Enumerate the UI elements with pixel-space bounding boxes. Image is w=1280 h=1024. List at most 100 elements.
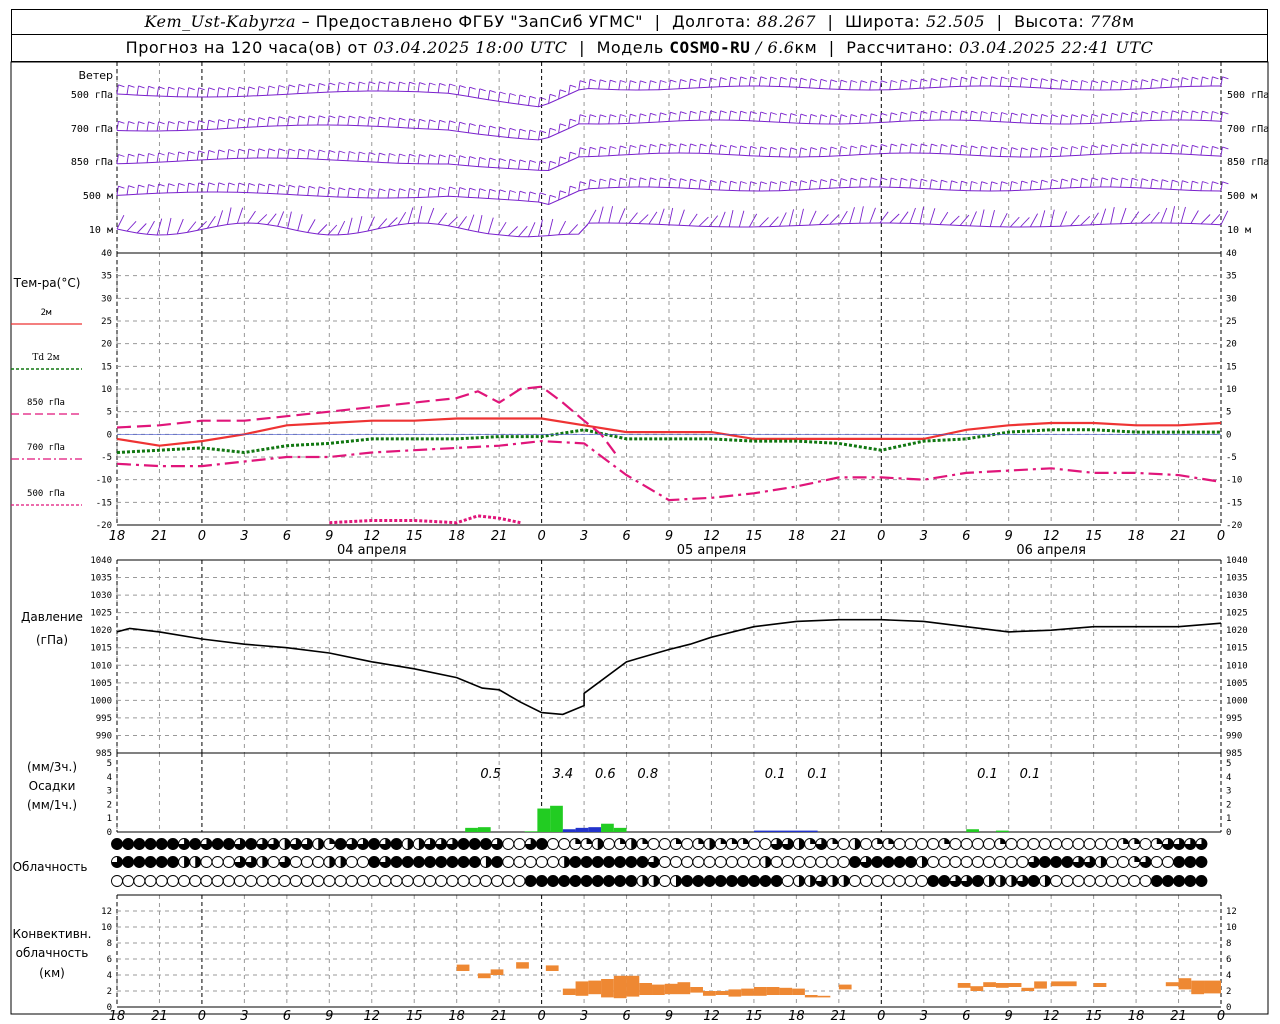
temp-ytick-left: -5 [101, 453, 112, 463]
wind-barb-feather [871, 177, 878, 181]
wind-barb-feather [871, 113, 878, 117]
wind-barb [146, 220, 155, 235]
wind-barb [156, 121, 160, 132]
wind-level-label: 500 м [83, 191, 113, 202]
cloud-cover-circle [580, 875, 593, 887]
wind-barb [748, 181, 752, 191]
cloud-cover-cell [670, 856, 682, 868]
wind-barb-feather [1182, 110, 1189, 114]
wind-barb [939, 110, 942, 121]
wind-barb [799, 114, 802, 124]
wind-barb-feather [850, 114, 858, 118]
wind-barb-feather [208, 119, 215, 123]
cloud-cover-cell [681, 838, 694, 850]
wind-barb [467, 214, 475, 231]
cloud-cover-cell [345, 838, 358, 850]
wind-barb-feather [579, 147, 587, 151]
wind-barb-feather [971, 110, 978, 114]
wind-barb-feather [419, 187, 426, 191]
wind-barb [758, 111, 762, 122]
pres-ytick-left: 990 [96, 731, 112, 741]
cloud-cover-cell [468, 838, 481, 850]
cloud-cover-cell [424, 856, 436, 868]
cloud-cover-circle [513, 856, 526, 868]
cloud-cover-cell [1128, 838, 1141, 850]
wind-barb [267, 117, 270, 127]
wind-barb-feather [539, 160, 547, 164]
wind-barb [1039, 78, 1043, 88]
cloud-cover-cell [301, 875, 314, 887]
time-label: 12 [703, 529, 720, 544]
cloud-cover-cell [882, 856, 895, 868]
cloud-cover-cell [211, 875, 224, 887]
wind-barb [839, 114, 842, 125]
wind-barb [1090, 114, 1093, 124]
convective-bar [1034, 981, 1047, 989]
conv-ytick-right: 2 [1226, 987, 1231, 997]
wind-barb-feather [1071, 146, 1079, 149]
wind-barb [407, 154, 410, 164]
precip-bar [537, 808, 551, 832]
wind-barb-feather [399, 117, 406, 121]
cloud-cover-circle [971, 875, 984, 887]
cloud-cover-circle [692, 856, 705, 868]
wind-barb [568, 186, 571, 196]
cloud-cover-cell [748, 838, 761, 850]
convective-bar [838, 984, 852, 990]
wind-barb [979, 111, 983, 121]
cloud-cover-cell [681, 856, 694, 868]
cloud-cover-fill [921, 856, 928, 868]
cloud-cover-circle [1117, 856, 1130, 868]
wind-barb [869, 144, 872, 155]
wind-barb [638, 214, 649, 224]
precip-amount-label: 0.1 [1020, 767, 1041, 782]
conv-title: Конвективн. [13, 927, 92, 941]
wind-barb [1130, 112, 1133, 122]
cloud-cover-circle [602, 856, 615, 868]
cloud-cover-cell [658, 875, 671, 887]
wind-barb [1220, 146, 1223, 157]
wind-barb-feather [1011, 112, 1018, 116]
temp-ytick-left: -15 [96, 498, 112, 508]
cloud-cover-cell [122, 875, 135, 887]
wind-barb-feather [369, 188, 376, 192]
wind-barb-feather [389, 81, 396, 85]
wind-barb-feather [911, 111, 918, 115]
wind-barb [487, 90, 491, 100]
cloud-cover-circle [591, 875, 604, 887]
cloud-cover-circle [345, 875, 358, 887]
time-label-bottom: 6 [622, 1009, 630, 1024]
wind-barb-feather [961, 144, 968, 148]
wind-barb [1080, 114, 1083, 124]
convective-bar [804, 995, 818, 998]
wind-barb-feather [429, 82, 436, 86]
wind-barb [668, 207, 674, 225]
wind-barb [748, 76, 752, 87]
wind-barb [457, 216, 467, 229]
wind-barb-feather [941, 110, 948, 114]
cloud-cover-circle [357, 856, 369, 868]
cloud-cover-circle [927, 838, 940, 850]
wind-barb-feather [298, 185, 306, 189]
cloud-cover-circle [211, 875, 224, 887]
cloud-cover-cell [267, 875, 280, 887]
wind-barb-feather [469, 187, 476, 191]
pres-ytick-right: 1030 [1226, 591, 1248, 601]
cloud-cover-fill [843, 875, 850, 887]
wind-barb [216, 182, 220, 193]
wind-barb-feather [238, 182, 246, 186]
wind-barb [347, 82, 350, 92]
wind-barb [357, 81, 360, 92]
cloud-cover-cell [1184, 838, 1197, 850]
cloud-cover-circle [524, 875, 537, 887]
model-resolution: / 6.6 [756, 38, 795, 57]
wind-barb-feather [750, 181, 757, 185]
pres-ytick-right: 1000 [1226, 696, 1248, 706]
cloud-cover-cell [524, 856, 537, 868]
pres-ytick-right: 1020 [1226, 626, 1248, 636]
cloud-cover-cell [916, 875, 928, 887]
wind-barb [357, 116, 360, 126]
cloud-cover-cell [837, 875, 850, 887]
cloud-cover-circle [491, 856, 504, 868]
time-label-bottom: 15 [746, 1009, 763, 1024]
